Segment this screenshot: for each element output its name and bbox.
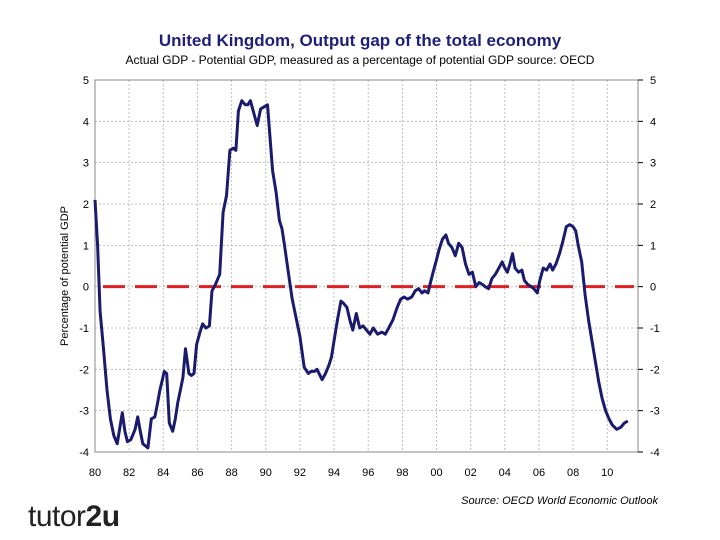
x-tick-label: 86	[191, 467, 203, 479]
x-tick-label: 00	[430, 467, 442, 479]
x-tick-label: 02	[465, 467, 477, 479]
output-gap-series-line	[93, 99, 629, 450]
y-tick-label-right: 4	[650, 116, 656, 128]
x-tick-label: 08	[567, 467, 579, 479]
x-tick-label: 92	[294, 467, 306, 479]
plot-frame	[94, 79, 639, 453]
x-tick-label: 90	[260, 467, 272, 479]
y-tick-label-left: -2	[79, 364, 89, 376]
y-tick-label-left: 1	[83, 240, 89, 252]
y-tick-label-right: -4	[650, 447, 660, 459]
y-tick-label-left: 3	[83, 158, 89, 170]
x-axis: 80 82 84 86 88 90 92 94 96 98 00 02 04 06 08 10	[89, 467, 614, 479]
x-tick-label: 88	[225, 467, 237, 479]
y-tick-label-left: 5	[83, 75, 89, 87]
x-tick-label: 10	[601, 467, 613, 479]
y-axis-label: Percentage of potential GDP	[59, 206, 71, 346]
x-tick-label: 04	[499, 467, 511, 479]
y-tick-label-right: -3	[650, 406, 660, 418]
y-tick-label-left: -3	[79, 406, 89, 418]
y-axis-left: 5 4 3 2 1 0 -1 -2 -3 -4	[79, 75, 89, 459]
y-tick-label-left: -4	[79, 447, 89, 459]
y-axis-right: 5 4 3 2 1 0 -1 -2 -3 -4	[638, 75, 660, 459]
tutor2u-logo: tutor2u	[28, 500, 120, 534]
x-tick-label: 06	[533, 467, 545, 479]
y-tick-label-left: 0	[83, 282, 89, 294]
y-tick-label-right: 1	[650, 240, 656, 252]
x-tick-label: 94	[328, 467, 340, 479]
y-tick-label-right: -2	[650, 364, 660, 376]
y-tick-label-left: 2	[83, 199, 89, 211]
y-tick-label-left: -1	[79, 323, 89, 335]
x-tick-label: 98	[396, 467, 408, 479]
x-tick-label: 82	[123, 467, 135, 479]
y-tick-label-right: 3	[650, 158, 656, 170]
logo-text-2u: 2u	[85, 500, 121, 533]
chart-subtitle: Actual GDP - Potential GDP, measured as …	[125, 53, 595, 67]
chart-title: United Kingdom, Output gap of the total …	[158, 31, 562, 50]
y-tick-label-right: 2	[650, 199, 656, 211]
y-tick-label-right: 5	[650, 75, 656, 87]
x-tick-label: 80	[89, 467, 101, 479]
y-tick-label-left: 4	[83, 116, 89, 128]
source-note: Source: OECD World Economic Outlook	[461, 495, 658, 507]
y-tick-label-right: -1	[650, 323, 660, 335]
x-tick-label: 96	[362, 467, 374, 479]
logo-text-tutor: tutor	[28, 500, 86, 533]
x-tick-label: 84	[157, 467, 169, 479]
y-tick-label-right: 0	[650, 282, 656, 294]
